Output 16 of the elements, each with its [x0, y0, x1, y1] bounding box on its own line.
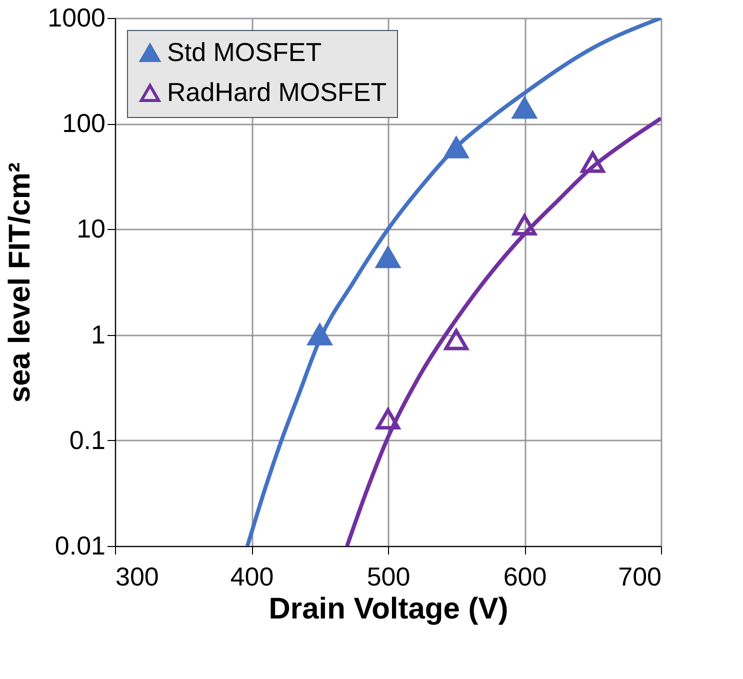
legend-label: RadHard MOSFET: [167, 77, 387, 107]
x-tick-label: 500: [366, 562, 410, 592]
y-tick-label: 0.1: [69, 424, 106, 455]
x-tick-label: 300: [116, 562, 159, 592]
y-tick-label: 0.01: [54, 530, 106, 560]
y-tick-label: 10: [76, 214, 106, 244]
y-tick-label: 1000: [48, 2, 106, 32]
y-tick-label: 100: [62, 108, 106, 138]
x-tick-label: 400: [230, 562, 274, 592]
x-tick-label: 700: [618, 562, 662, 592]
line-series: [345, 116, 661, 546]
x-axis-title: Drain Voltage (V): [268, 592, 508, 626]
legend-label: Std MOSFET: [167, 37, 322, 67]
y-axis-title: sea level FIT/cm²: [4, 162, 37, 403]
y-tick-label: 1: [91, 319, 106, 350]
x-tick-label: 600: [503, 562, 547, 592]
